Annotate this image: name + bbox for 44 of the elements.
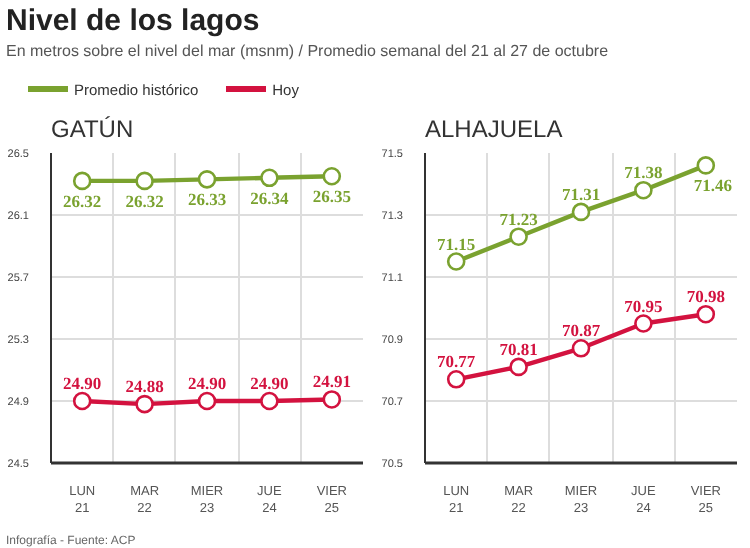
point — [571, 202, 591, 222]
point — [446, 252, 466, 271]
point — [260, 168, 279, 188]
point — [571, 339, 591, 358]
point — [634, 180, 653, 200]
data-label: 26.35 — [312, 186, 351, 207]
point — [509, 227, 528, 246]
data-label: 24.90 — [63, 373, 102, 393]
data-label: 26.34 — [250, 187, 291, 208]
text: En metros sobre el nivel del mar (msnm) / Promedio semanal del 21 al 27 de octubre — [6, 42, 609, 60]
point — [696, 156, 716, 175]
text: Nivel de los lagos — [6, 4, 262, 38]
data-label: 71.46 — [693, 175, 733, 196]
data-label: 26.32 — [125, 190, 164, 211]
data-label: 24.90 — [187, 373, 227, 393]
data-label: 24.90 — [250, 373, 289, 393]
point — [197, 170, 217, 189]
point — [696, 304, 716, 324]
data-label: 24.91 — [312, 371, 351, 392]
data-label: 24.88 — [125, 376, 164, 397]
point — [135, 394, 154, 414]
point — [322, 390, 342, 409]
data-label: 71.15 — [437, 233, 476, 254]
data-label: 70.98 — [686, 286, 725, 307]
chart-title: ALHAJUELA — [425, 115, 563, 143]
chart-title: GATÚN — [51, 115, 134, 143]
point — [260, 391, 279, 411]
point — [135, 171, 154, 191]
data-label: 70.87 — [561, 320, 602, 341]
point — [322, 166, 342, 186]
data-label: 71.38 — [624, 162, 663, 183]
point — [634, 314, 653, 333]
point — [72, 391, 92, 411]
data-label: 70.95 — [624, 295, 663, 316]
data-label: 71.31 — [561, 183, 601, 204]
data-label: 71.23 — [499, 208, 538, 229]
point — [72, 171, 92, 191]
data-label: 70.81 — [499, 338, 538, 359]
point — [509, 357, 528, 377]
point — [446, 370, 466, 389]
data-label: 70.77 — [437, 351, 477, 372]
data-label: 26.33 — [187, 189, 227, 210]
data-label: 26.32 — [63, 190, 102, 211]
point — [197, 391, 217, 411]
